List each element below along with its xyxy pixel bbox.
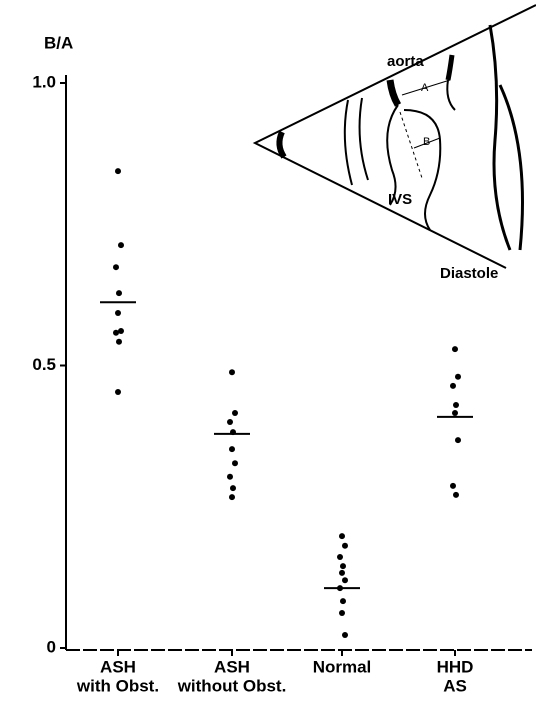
data-point	[113, 264, 119, 271]
data-point	[230, 485, 236, 492]
data-point	[450, 382, 456, 389]
data-point	[452, 409, 458, 416]
data-point	[342, 542, 348, 549]
data-point	[115, 309, 121, 316]
x-tick-label: AS	[443, 676, 467, 695]
data-point	[450, 482, 456, 489]
data-point	[229, 369, 235, 376]
inset-label: aorta	[387, 53, 424, 70]
data-point	[118, 242, 124, 249]
y-tick-label: 0.5	[32, 355, 56, 374]
inset-label: A	[421, 82, 429, 94]
data-point	[118, 328, 124, 335]
data-point	[337, 554, 343, 561]
inset-label: Diastole	[440, 265, 498, 282]
data-point	[342, 632, 348, 639]
inset-label: IVS	[388, 191, 412, 208]
data-point	[115, 168, 121, 175]
data-point	[116, 338, 122, 345]
data-point	[113, 329, 119, 336]
data-point	[342, 577, 348, 584]
data-point	[227, 473, 233, 480]
data-point	[339, 533, 345, 540]
data-point	[453, 491, 459, 498]
data-point	[229, 446, 235, 453]
data-point	[453, 402, 459, 409]
x-tick-label: Normal	[313, 657, 372, 676]
data-point	[340, 563, 346, 570]
data-point	[339, 609, 345, 616]
data-point	[232, 409, 238, 416]
data-point	[455, 373, 461, 380]
data-point	[452, 346, 458, 353]
data-point	[339, 569, 345, 576]
data-point	[227, 419, 233, 425]
data-point	[455, 437, 461, 444]
inset-label: B	[423, 136, 430, 148]
inset-diagram	[252, 4, 536, 269]
data-point	[115, 389, 121, 396]
x-tick-label: without Obst.	[177, 676, 287, 695]
data-point	[340, 598, 346, 605]
data-point	[232, 460, 238, 467]
data-point	[229, 494, 235, 501]
x-tick-label: HHD	[437, 657, 474, 676]
data-point	[116, 290, 122, 297]
x-tick-label: ASH	[100, 657, 136, 676]
y-axis-label: B/A	[44, 33, 73, 52]
x-tick-label: with Obst.	[76, 676, 159, 695]
y-tick-label: 0	[47, 637, 56, 656]
y-tick-label: 1.0	[32, 72, 56, 91]
x-tick-label: ASH	[214, 657, 250, 676]
